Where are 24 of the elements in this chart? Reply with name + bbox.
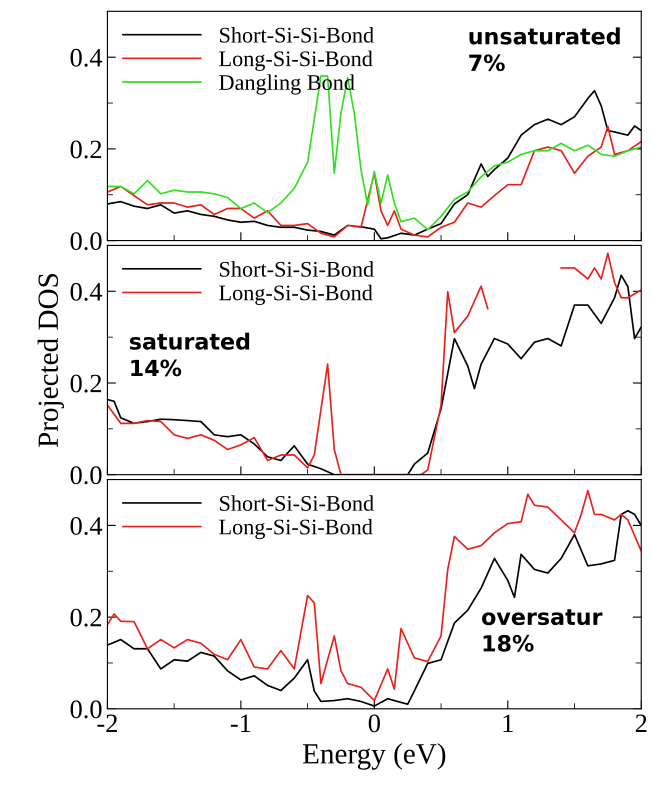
line-series — [107, 126, 642, 238]
legend-label: Long-Si-Si-Bond — [219, 50, 373, 71]
y-tick-label: 0.2 — [70, 140, 102, 158]
legend-label: Short-Si-Si-Bond — [220, 495, 374, 511]
y-tick-label: 0.4 — [70, 282, 102, 301]
y-tick-label: 0.4 — [70, 48, 102, 67]
x-tick-label: 1 — [504, 714, 513, 732]
legend-label: Short-Si-Si-Bond — [220, 261, 374, 277]
x-tick-label: 0 — [368, 714, 380, 732]
legend-label: Long-Si-Si-Bond — [219, 518, 373, 540]
legend-label: Short-Si-Si-Bond — [220, 27, 374, 43]
y-tick-label: 0.4 — [70, 517, 102, 535]
x-axis-title: Energy (eV) — [302, 743, 446, 770]
x-tick-label: -1 — [230, 714, 250, 732]
legend-label: Long-Si-Si-Bond — [219, 284, 373, 305]
annotation: unsaturated 7% — [469, 27, 620, 72]
y-tick-label: 0.0 — [70, 466, 102, 484]
y-tick-label: 0.2 — [70, 374, 102, 393]
x-tick-label: 2 — [636, 714, 646, 732]
annotation: oversatur 18% — [482, 609, 602, 652]
y-axis-title: Projected DOS — [38, 274, 64, 448]
annotation: saturated 14% — [130, 332, 250, 376]
y-tick-label: 0.2 — [70, 608, 102, 627]
y-tick-label: 0.0 — [70, 232, 102, 250]
